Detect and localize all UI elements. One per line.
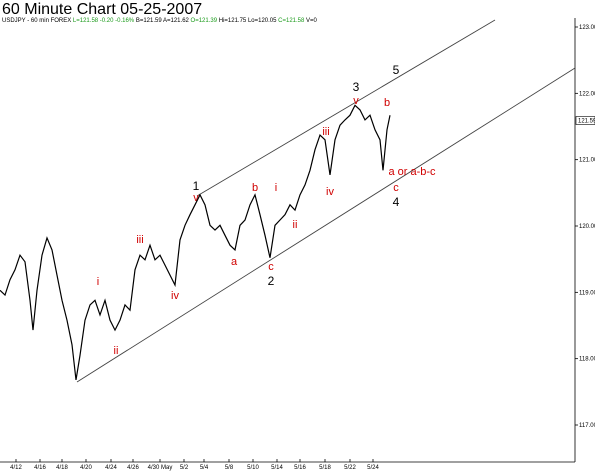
wave-label: ii <box>114 345 119 357</box>
y-tick-label: 118.00 <box>579 357 595 363</box>
y-tick-label: 121.00 <box>579 158 595 164</box>
channel-upper <box>196 19 496 197</box>
wave-label: iv <box>326 186 334 198</box>
x-tick-label: 5/10 <box>247 465 259 471</box>
y-tick-label: 117.00 <box>579 423 595 429</box>
y-tick-label: 123.00 <box>579 25 595 31</box>
last: L=121.58 -0.20 -0.16% <box>73 18 135 24</box>
x-tick-label: 4/24 <box>105 465 117 471</box>
wave-label: c <box>393 182 399 194</box>
y-tick-label: 119.00 <box>579 290 595 296</box>
volume: V=0 <box>306 18 318 24</box>
x-tick-label: 5/4 <box>200 465 209 471</box>
wave-label: b <box>384 97 390 109</box>
x-tick-label: 5/16 <box>294 465 306 471</box>
wave-label: v <box>353 95 359 107</box>
last-price-label: 121.59 <box>578 119 595 125</box>
wave-label: 5 <box>393 63 400 77</box>
symbol: USDJPY - 60 min FOREX <box>2 18 71 24</box>
x-tick-label: 4/20 <box>80 465 92 471</box>
wave-label: i <box>97 276 99 288</box>
x-tick-label: 5/14 <box>271 465 283 471</box>
channel-lower <box>76 67 576 383</box>
x-tick-label: 5/18 <box>319 465 331 471</box>
y-tick-label: 122.00 <box>579 91 595 97</box>
bid-ask: B=121.59 A=121.62 <box>136 18 190 24</box>
wave-label: 2 <box>268 274 275 288</box>
wave-label: 3 <box>353 80 360 94</box>
wave-label: v <box>193 192 199 204</box>
x-tick-label: 5/2 <box>180 465 189 471</box>
x-tick-label: 4/26 <box>127 465 139 471</box>
wave-label: iv <box>171 290 179 302</box>
x-tick-label: 4/30 May <box>148 465 173 471</box>
price-line <box>0 104 391 380</box>
x-tick-label: 4/18 <box>56 465 68 471</box>
wave-label: ii <box>293 219 298 231</box>
x-tick-label: 4/12 <box>10 465 22 471</box>
x-tick-label: 5/24 <box>367 465 379 471</box>
wave-label: iii <box>136 234 143 246</box>
x-tick-label: 4/16 <box>34 465 46 471</box>
close: C=121.58 <box>278 18 305 24</box>
chart-title: 60 Minute Chart 05-25-2007 <box>2 1 202 18</box>
header: USDJPY - 60 min FOREX L=121.58 -0.20 -0.… <box>2 18 318 24</box>
wave-label: c <box>268 261 274 273</box>
y-tick-label: 120.00 <box>579 224 595 230</box>
wave-label: iii <box>322 126 329 138</box>
wave-label: a or a-b-c <box>388 166 436 178</box>
open: O=121.39 <box>191 18 218 24</box>
wave-label: a <box>231 256 238 268</box>
x-tick-label: 5/8 <box>225 465 234 471</box>
wave-label: i <box>275 182 277 194</box>
wave-label: 1 <box>193 179 200 193</box>
hi-lo: Hi=121.75 Lo=120.05 <box>219 18 277 24</box>
x-tick-label: 5/22 <box>344 465 356 471</box>
last-price-box <box>575 116 595 125</box>
wave-label: 4 <box>393 195 400 209</box>
wave-label: b <box>252 182 258 194</box>
